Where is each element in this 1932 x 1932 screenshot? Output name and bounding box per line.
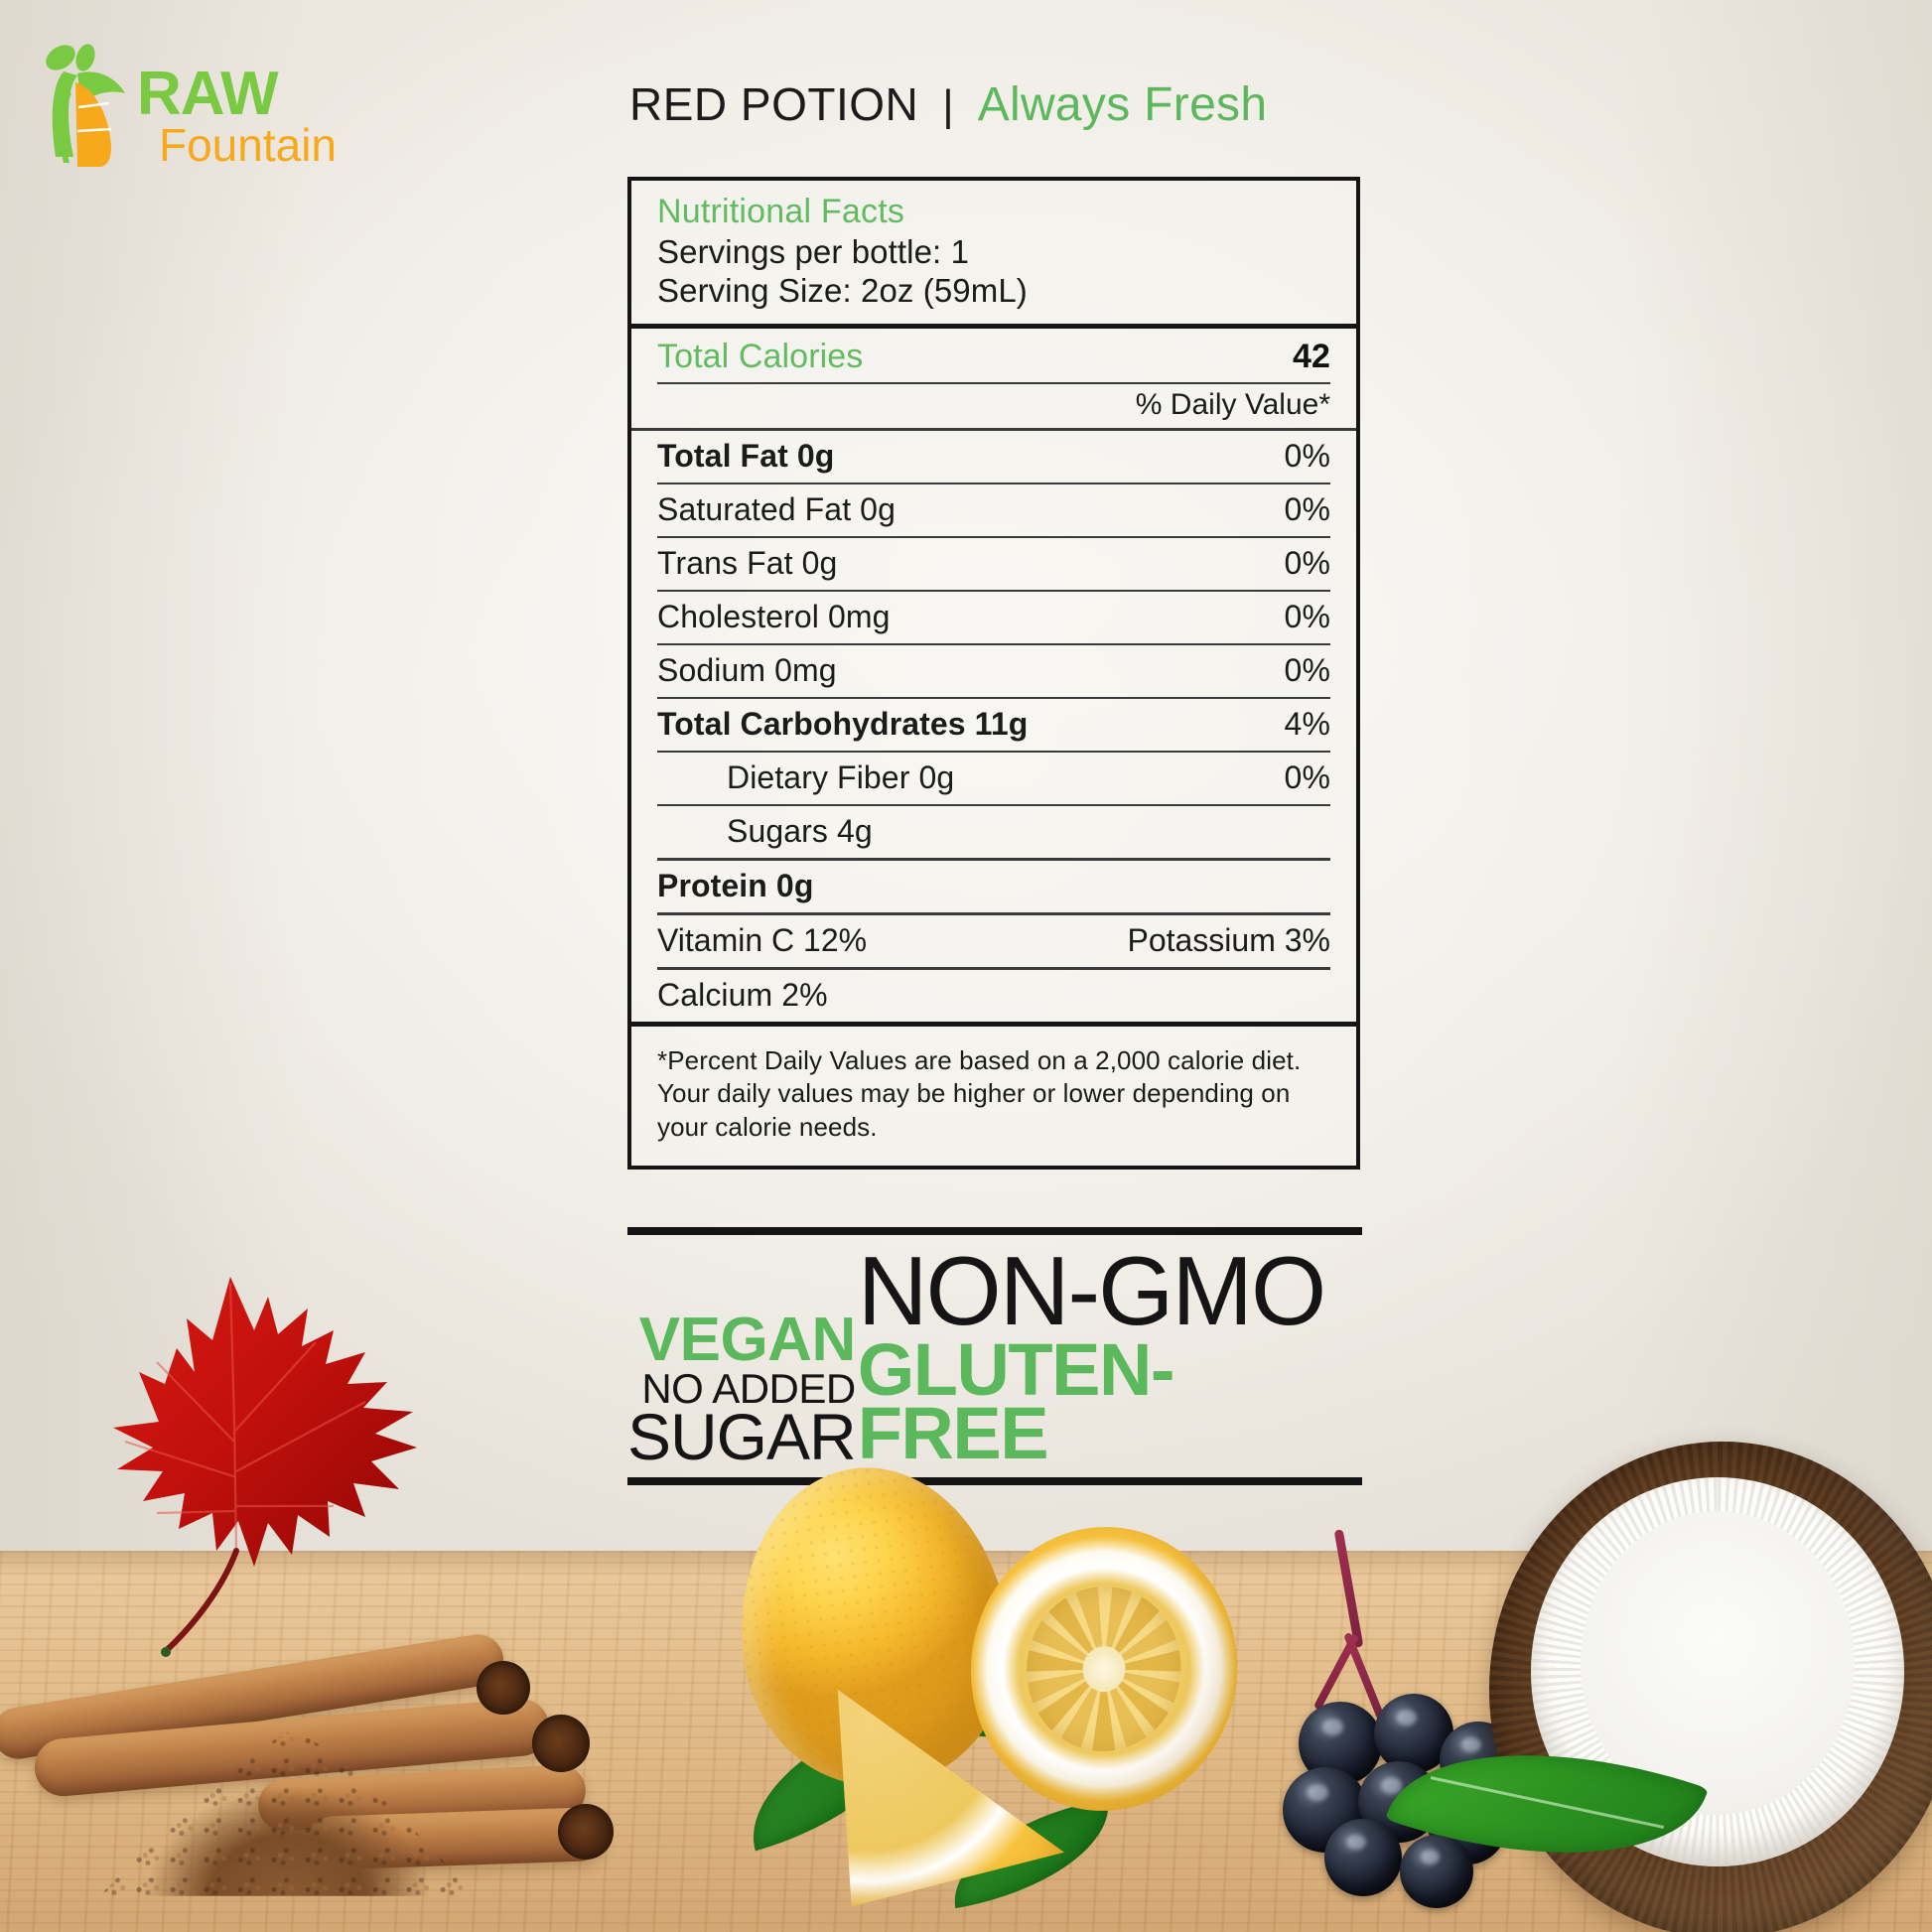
micronutrient-row-vitaminc-potassium: Vitamin C 12% Potassium 3%: [631, 915, 1356, 967]
berry-stem: [1333, 1529, 1364, 1648]
row-divider: [657, 697, 1330, 700]
claims-right-column: NON-GMO GLUTEN-FREE: [857, 1236, 1362, 1474]
nutrient-daily-value: 0%: [1284, 759, 1330, 796]
cinnamon-stick-end: [558, 1804, 614, 1860]
nutrition-facts-title: Nutritional Facts: [657, 193, 905, 230]
lemon-half-sliced: [956, 1513, 1252, 1825]
nutrient-row-sugars: Sugars 4g: [631, 806, 1356, 858]
claim-gluten-free: GLUTEN-FREE: [857, 1328, 1175, 1474]
product-header: RED POTION | Always Fresh: [629, 77, 1384, 132]
header-separator: |: [942, 81, 954, 130]
nutrient-daily-value: 0%: [1284, 545, 1330, 582]
cinnamon-stick-end: [532, 1715, 590, 1772]
claims-left-column: VEGAN NO ADDED SUGAR: [627, 1249, 858, 1473]
nutrient-row-protein: Protein 0g: [631, 861, 1356, 912]
nutrient-row-sodium: Sodium 0mg 0%: [631, 645, 1356, 697]
coconut-half-image: [1385, 1442, 1932, 1932]
berry: [1324, 1819, 1402, 1896]
nutrient-label: Cholesterol 0mg: [657, 599, 891, 635]
servings-per-bottle: Servings per bottle: 1: [657, 233, 970, 270]
row-divider-medium: [657, 967, 1330, 971]
cinnamon-sticks-image: [0, 1544, 616, 1932]
nutrient-label: Total Carbohydrates 11g: [657, 706, 1029, 743]
nutrient-row-total-fat: Total Fat 0g 0%: [631, 431, 1356, 483]
nutrient-daily-value: 0%: [1284, 652, 1330, 689]
row-divider: [657, 643, 1330, 646]
nutrient-row-total-carbohydrates: Total Carbohydrates 11g 4%: [631, 699, 1356, 751]
potassium-value: Potassium 3%: [1127, 922, 1330, 959]
divider-heavy-top: [631, 324, 1356, 330]
nutrient-row-cholesterol: Cholesterol 0mg 0%: [631, 592, 1356, 643]
nutrient-row-dietary-fiber: Dietary Fiber 0g 0%: [631, 753, 1356, 804]
nutrient-row-trans-fat: Trans Fat 0g 0%: [631, 538, 1356, 590]
daily-value-header: % Daily Value*: [631, 384, 1356, 428]
claims-grid: VEGAN NO ADDED SUGAR NON-GMO GLUTEN-FREE: [627, 1236, 1362, 1474]
product-name: RED POTION: [629, 78, 919, 130]
row-divider-medium: [657, 912, 1330, 916]
nutrient-label: Trans Fat 0g: [657, 545, 838, 582]
brand-name-primary: RAW: [137, 60, 279, 128]
nutrient-label: Total Fat 0g: [657, 438, 835, 475]
claim-vegan: VEGAN: [638, 1306, 856, 1375]
sprout-carrot-logo-icon: [46, 44, 125, 167]
nutrient-label: Sugars 4g: [727, 813, 873, 850]
berry: [1400, 1835, 1473, 1908]
claim-non-gmo: NON-GMO: [857, 1236, 1326, 1345]
claim-sugar: SUGAR: [627, 1399, 857, 1473]
nutrient-label: Sodium 0mg: [657, 652, 837, 689]
nutrient-label: Protein 0g: [657, 868, 814, 904]
nutrition-panel-header: Nutritional Facts Servings per bottle: 1…: [631, 181, 1356, 324]
claims-banner: VEGAN NO ADDED SUGAR NON-GMO GLUTEN-FREE: [627, 1227, 1362, 1485]
nutrient-daily-value: 0%: [1284, 438, 1330, 475]
row-divider: [657, 483, 1330, 485]
claim-no-added: NO ADDED: [641, 1364, 856, 1412]
brand-wordmark: RAW Fountain: [137, 60, 338, 172]
divider-above-footnote: [631, 1022, 1356, 1028]
maple-leaf-image: [113, 1277, 417, 1657]
daily-value-footnote: *Percent Daily Values are based on a 2,0…: [657, 1045, 1302, 1142]
brand-name-secondary: Fountain: [159, 119, 338, 172]
nutrient-daily-value: 0%: [1284, 491, 1330, 528]
divider-above-nutrients: [631, 428, 1356, 432]
serving-size: Serving Size: 2oz (59mL): [657, 271, 1028, 309]
calcium-value: Calcium 2%: [657, 977, 828, 1014]
product-tagline: Always Fresh: [977, 78, 1268, 131]
row-divider: [657, 804, 1330, 807]
cinnamon-stick-end: [477, 1661, 530, 1715]
total-calories-value: 42: [1292, 338, 1330, 376]
total-calories-label: Total Calories: [657, 338, 864, 376]
row-divider: [657, 751, 1330, 754]
micronutrient-row-calcium: Calcium 2%: [631, 970, 1356, 1022]
row-divider: [657, 536, 1330, 539]
nutrition-facts-panel: Nutritional Facts Servings per bottle: 1…: [627, 177, 1360, 1171]
nutrient-row-saturated-fat: Saturated Fat 0g 0%: [631, 484, 1356, 536]
daily-value-header-label: % Daily Value*: [1135, 388, 1330, 422]
nutrient-daily-value: 4%: [1284, 706, 1330, 743]
brand-logo[interactable]: RAW Fountain: [34, 28, 337, 168]
divider-under-calories: [657, 382, 1330, 385]
row-divider-medium: [657, 858, 1330, 862]
total-calories-row: Total Calories 42: [631, 329, 1356, 382]
nutrient-daily-value: 0%: [1284, 599, 1330, 635]
nutrient-label: Dietary Fiber 0g: [727, 759, 955, 796]
coconut-inner-cavity: [1581, 1511, 1855, 1815]
lemons-image: [722, 1442, 1252, 1932]
vitamin-c-value: Vitamin C 12%: [657, 922, 868, 959]
nutrient-label: Saturated Fat 0g: [657, 491, 896, 528]
row-divider: [657, 590, 1330, 593]
